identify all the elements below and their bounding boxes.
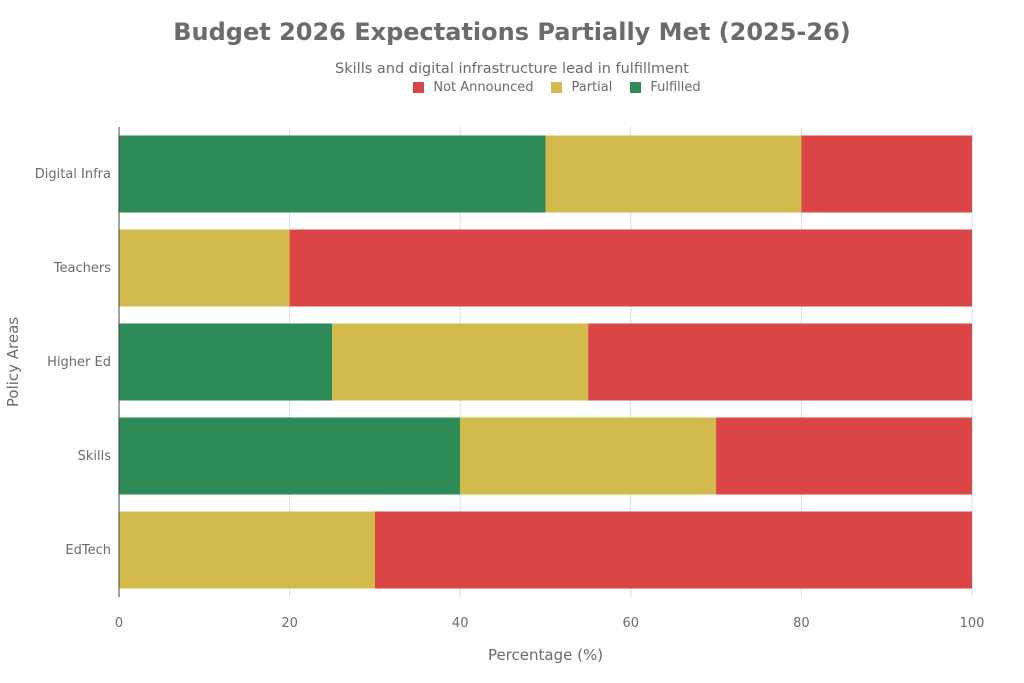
x-tick-label: 80 bbox=[793, 616, 810, 631]
x-tick-label: 100 bbox=[960, 616, 985, 631]
legend-label: Not Announced bbox=[433, 80, 534, 95]
bar-fulfilled bbox=[119, 323, 333, 401]
y-tick-label: Teachers bbox=[53, 261, 111, 276]
y-tick-label: Higher Ed bbox=[47, 355, 111, 370]
legend: Not Announced Partial Fulfilled bbox=[0, 80, 1024, 95]
legend-item[interactable]: Fulfilled bbox=[630, 80, 701, 95]
bar-partial bbox=[119, 229, 290, 307]
bar-not-announced bbox=[588, 323, 972, 401]
bar-partial bbox=[332, 323, 589, 401]
legend-swatch bbox=[551, 82, 563, 93]
legend-item[interactable]: Partial bbox=[551, 80, 612, 95]
chart-subtitle: Skills and digital infrastructure lead i… bbox=[335, 61, 689, 77]
x-tick-label: 60 bbox=[623, 616, 640, 631]
x-tick-label: 20 bbox=[281, 616, 298, 631]
bar-fulfilled bbox=[119, 417, 461, 495]
chart-title: Budget 2026 Expectations Partially Met (… bbox=[173, 18, 851, 46]
bar-not-announced bbox=[716, 417, 972, 495]
legend-label: Partial bbox=[571, 80, 613, 95]
x-tick-label: 0 bbox=[115, 616, 123, 631]
legend-item[interactable]: Not Announced bbox=[413, 80, 533, 95]
bar-partial bbox=[545, 135, 802, 213]
bar-partial bbox=[460, 417, 717, 495]
bar-not-announced bbox=[801, 135, 972, 213]
legend-swatch bbox=[630, 82, 642, 93]
y-tick-label: Digital Infra bbox=[35, 167, 111, 182]
legend-label: Fulfilled bbox=[650, 80, 701, 95]
legend-swatch bbox=[413, 82, 425, 93]
bar-not-announced bbox=[374, 511, 972, 589]
bar-not-announced bbox=[289, 229, 973, 307]
y-axis-label: Policy Areas bbox=[4, 317, 22, 407]
x-axis-label: Percentage (%) bbox=[488, 646, 603, 664]
y-tick-label: Skills bbox=[78, 449, 112, 464]
x-tick-label: 40 bbox=[452, 616, 469, 631]
bar-partial bbox=[119, 511, 375, 589]
y-tick-label: EdTech bbox=[65, 543, 111, 558]
bar-fulfilled bbox=[119, 135, 546, 213]
